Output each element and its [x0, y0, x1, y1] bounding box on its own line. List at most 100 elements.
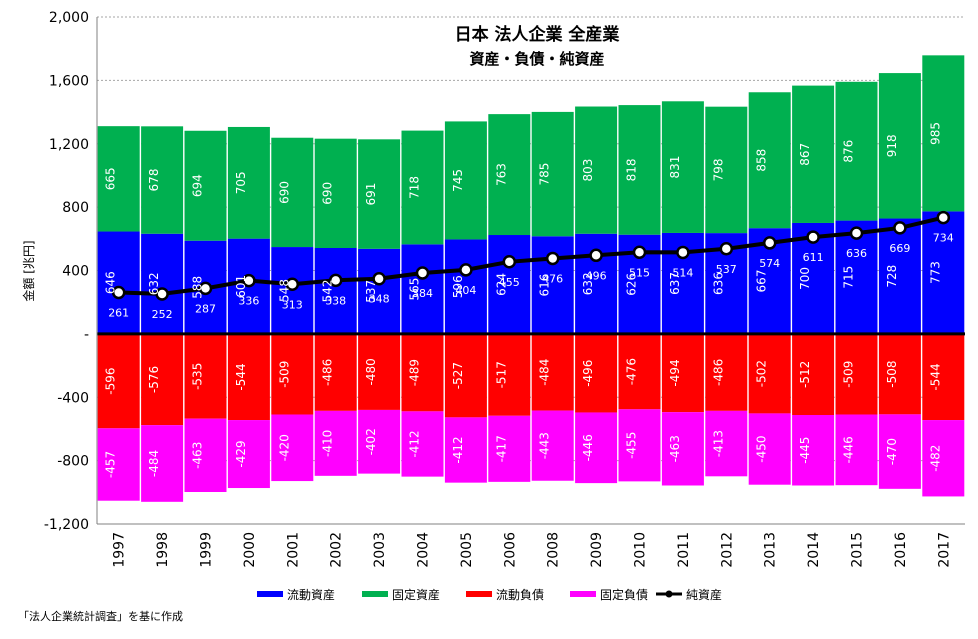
legend-net-assets-marker — [665, 590, 673, 598]
data-label-current-assets: 700 — [798, 267, 812, 290]
bar-fixed-liabilities — [488, 415, 531, 482]
point-net-assets — [415, 266, 430, 280]
point-net-assets — [328, 273, 343, 288]
data-label-fixed-assets: 918 — [885, 134, 899, 157]
data-label-current-liabilities: -509 — [277, 361, 291, 388]
data-label-current-assets: 646 — [104, 271, 118, 294]
bar-fixed-liabilities — [358, 409, 401, 474]
data-label-current-liabilities: -486 — [711, 359, 725, 386]
legend-fixed-liabilities-swatch — [570, 591, 596, 597]
bar-fixed-liabilities — [922, 420, 965, 497]
bar-fixed-liabilities — [748, 413, 791, 485]
bar-current-liabilities — [835, 333, 878, 415]
bar-current-liabilities — [792, 333, 835, 415]
data-label-net-assets: 404 — [455, 284, 476, 297]
data-label-fixed-assets: 691 — [364, 183, 378, 206]
bar-current-liabilities — [141, 333, 184, 426]
bar-fixed-assets — [705, 106, 748, 234]
data-label-fixed-assets: 985 — [928, 122, 942, 145]
data-label-fixed-liabilities: -470 — [885, 438, 899, 465]
data-label-current-assets: 596 — [451, 275, 465, 298]
data-label-fixed-liabilities: -412 — [408, 430, 422, 457]
bar-fixed-liabilities — [531, 410, 574, 481]
bar-current-liabilities — [227, 333, 270, 421]
data-label-net-assets: 636 — [846, 247, 867, 260]
x-tick-label: 1999 — [199, 532, 215, 568]
bar-fixed-liabilities — [835, 414, 878, 486]
series-line-net-assets — [118, 215, 944, 296]
bar-current-liabilities — [271, 333, 314, 415]
data-label-fixed-liabilities: -484 — [147, 450, 161, 477]
y-tick-label: 1,600 — [49, 73, 89, 89]
legend-current-assets-swatch — [257, 591, 283, 597]
x-tick-label: 2014 — [806, 532, 822, 568]
data-label-current-assets: 565 — [408, 278, 422, 301]
data-label-net-assets: 348 — [369, 293, 390, 306]
data-label-fixed-assets: 798 — [711, 158, 725, 181]
bar-fixed-assets — [358, 139, 401, 249]
y-tick-label: -800 — [57, 454, 89, 470]
legend-current-liabilities-swatch — [466, 591, 492, 597]
bar-fixed-assets — [661, 101, 704, 233]
bar-fixed-assets — [922, 55, 965, 212]
point-net-assets — [676, 245, 690, 260]
data-label-fixed-assets: 718 — [408, 176, 422, 199]
point-net-assets — [372, 271, 386, 286]
bar-fixed-assets — [444, 121, 487, 240]
bar-current-assets — [488, 235, 531, 334]
x-tick-label: 1997 — [112, 532, 128, 568]
bar-fixed-liabilities — [444, 417, 487, 483]
source-footnote: 「法人企業統計調査」を基に作成 — [18, 610, 183, 623]
data-label-net-assets: 496 — [586, 269, 607, 282]
data-label-fixed-liabilities: -402 — [364, 428, 378, 455]
bar-current-liabilities — [444, 333, 487, 418]
data-label-net-assets: 338 — [325, 294, 346, 307]
data-label-fixed-assets: 705 — [234, 171, 248, 194]
bar-fixed-assets — [184, 130, 227, 241]
point-net-assets — [111, 285, 126, 300]
x-tick-label: 2011 — [676, 532, 692, 568]
x-tick-label: 2002 — [329, 532, 345, 568]
y-tick-label: 400 — [62, 264, 89, 280]
point-net-assets — [762, 236, 777, 250]
data-label-net-assets: 611 — [803, 251, 824, 264]
bar-current-liabilities — [531, 333, 574, 411]
data-label-fixed-assets: 818 — [625, 158, 639, 181]
data-label-current-liabilities: -509 — [842, 361, 856, 388]
bar-fixed-liabilities — [575, 412, 618, 484]
data-label-current-assets: 637 — [668, 272, 682, 295]
data-label-current-liabilities: -484 — [538, 359, 552, 386]
data-label-current-liabilities: -544 — [234, 363, 248, 390]
data-label-current-assets: 548 — [277, 279, 291, 302]
data-label-fixed-liabilities: -446 — [581, 434, 595, 461]
chart-subtitle: 資産・負債・純資産 — [469, 50, 604, 68]
bar-fixed-assets — [401, 130, 444, 245]
data-label-fixed-liabilities: -429 — [234, 440, 248, 467]
x-tick-label: 2009 — [589, 532, 605, 568]
data-label-fixed-assets: 858 — [755, 149, 769, 172]
x-tick-label: 2004 — [416, 532, 432, 568]
data-label-fixed-assets: 831 — [668, 156, 682, 179]
bar-fixed-assets — [575, 106, 618, 234]
chart-title: 日本 法人企業 全産業 — [455, 24, 620, 45]
data-label-current-assets: 728 — [885, 265, 899, 288]
data-label-current-liabilities: -496 — [581, 360, 595, 387]
data-label-current-assets: 588 — [191, 276, 205, 299]
data-label-net-assets: 455 — [499, 276, 520, 289]
bar-fixed-assets — [314, 138, 357, 249]
data-label-net-assets: 734 — [933, 232, 954, 245]
data-label-net-assets: 336 — [238, 295, 259, 308]
bar-fixed-assets — [141, 126, 184, 234]
data-label-fixed-assets: 690 — [277, 181, 291, 204]
bar-current-assets — [314, 248, 357, 334]
data-label-current-assets: 537 — [364, 280, 378, 303]
x-tick-label: 2001 — [285, 532, 301, 568]
data-label-fixed-liabilities: -450 — [755, 435, 769, 462]
data-label-fixed-liabilities: -413 — [711, 430, 725, 457]
bar-fixed-liabilities — [618, 409, 661, 482]
legend-fixed-assets-swatch — [362, 591, 388, 597]
bar-fixed-liabilities — [401, 411, 444, 477]
bar-current-assets — [922, 211, 965, 334]
data-label-fixed-assets: 876 — [842, 140, 856, 163]
